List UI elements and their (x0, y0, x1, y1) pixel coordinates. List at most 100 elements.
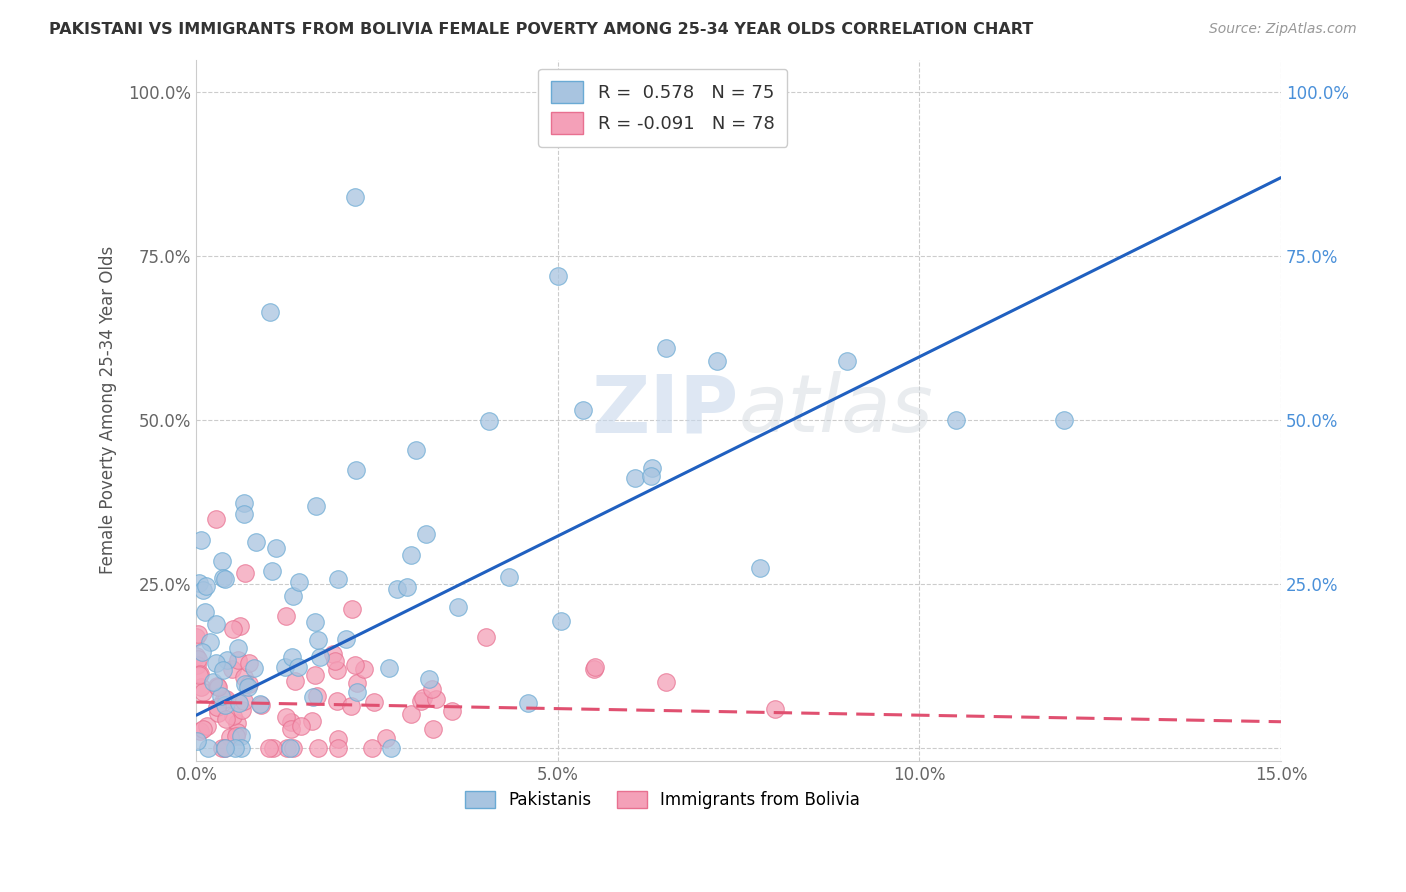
Point (249, 697, 271, 711)
Point (396, 580, 419, 594)
Point (304, 668, 326, 682)
Point (190, 533, 212, 547)
Point (214, 741, 236, 756)
Point (260, 565, 283, 579)
Point (326, 694, 349, 708)
Point (205, 656, 228, 670)
Point (209, 689, 232, 703)
Point (655, 341, 678, 355)
Point (380, 741, 402, 756)
Point (346, 684, 368, 698)
Point (259, 305, 281, 319)
Point (233, 694, 256, 708)
Point (187, 627, 209, 641)
Point (517, 696, 540, 710)
Point (478, 414, 501, 428)
Point (231, 702, 253, 716)
Point (301, 714, 323, 729)
Point (214, 692, 236, 706)
Point (276, 741, 298, 756)
Point (226, 641, 249, 656)
Point (214, 572, 236, 586)
Point (405, 442, 427, 457)
Point (440, 704, 463, 718)
Point (582, 662, 605, 676)
Point (340, 602, 363, 616)
Point (945, 413, 967, 427)
Point (1053, 413, 1076, 427)
Point (323, 654, 346, 668)
Point (344, 463, 367, 477)
Point (188, 723, 211, 738)
Point (231, 729, 253, 743)
Point (193, 722, 215, 736)
Point (193, 684, 215, 698)
Point (640, 469, 662, 483)
Point (749, 560, 772, 574)
Point (214, 698, 236, 712)
Point (284, 674, 307, 689)
Point (232, 670, 254, 684)
Point (242, 661, 264, 675)
Point (188, 667, 211, 681)
Point (474, 630, 496, 644)
Point (655, 675, 678, 690)
Point (304, 615, 326, 630)
Point (340, 698, 363, 713)
Point (572, 403, 595, 417)
Text: atlas: atlas (738, 371, 934, 450)
Point (353, 662, 375, 676)
Point (250, 698, 273, 712)
Point (188, 668, 211, 682)
Point (547, 268, 569, 283)
Point (207, 706, 229, 721)
Point (326, 664, 349, 678)
Point (763, 701, 786, 715)
Point (211, 571, 233, 585)
Point (378, 661, 401, 675)
Point (288, 575, 311, 590)
Point (308, 650, 330, 665)
Point (276, 710, 298, 724)
Point (186, 630, 208, 644)
Point (228, 697, 250, 711)
Point (385, 582, 408, 596)
Text: PAKISTANI VS IMMIGRANTS FROM BOLIVIA FEMALE POVERTY AMONG 25-34 YEAR OLDS CORREL: PAKISTANI VS IMMIGRANTS FROM BOLIVIA FEM… (49, 22, 1033, 37)
Point (346, 676, 368, 690)
Point (188, 575, 211, 590)
Point (198, 635, 221, 649)
Point (225, 729, 247, 743)
Point (186, 657, 208, 672)
Point (283, 589, 305, 603)
Point (264, 541, 287, 555)
Point (335, 632, 357, 646)
Point (308, 741, 330, 756)
Point (274, 608, 297, 623)
Point (232, 508, 254, 522)
Point (233, 566, 256, 580)
Point (412, 691, 434, 706)
Point (418, 672, 440, 686)
Point (290, 719, 312, 733)
Point (835, 354, 858, 368)
Point (641, 461, 664, 475)
Legend: Pakistanis, Immigrants from Bolivia: Pakistanis, Immigrants from Bolivia (458, 784, 866, 816)
Point (401, 707, 423, 722)
Point (283, 741, 305, 756)
Point (226, 715, 249, 730)
Point (401, 548, 423, 562)
Point (229, 619, 252, 633)
Point (447, 600, 470, 615)
Point (190, 680, 212, 694)
Point (186, 734, 208, 748)
Point (363, 695, 385, 709)
Point (280, 715, 302, 730)
Point (205, 616, 228, 631)
Point (226, 653, 249, 667)
Point (195, 719, 218, 733)
Text: ZIP: ZIP (592, 371, 738, 450)
Point (328, 731, 350, 746)
Point (214, 741, 236, 756)
Point (624, 471, 647, 485)
Point (207, 679, 229, 693)
